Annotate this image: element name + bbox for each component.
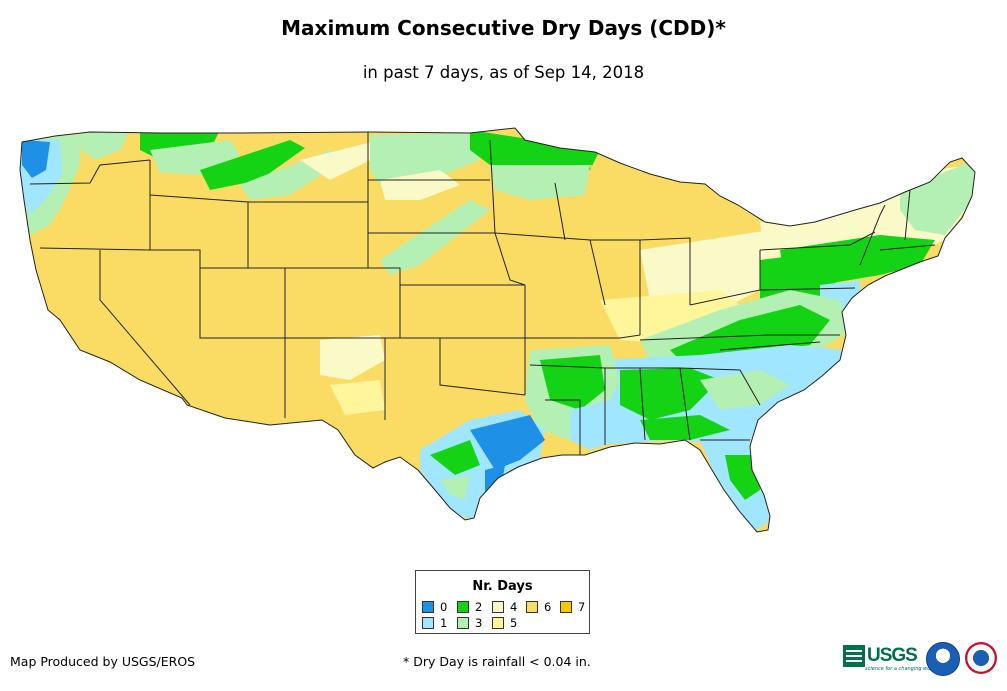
legend-item-0: 0 [422, 600, 447, 614]
legend-item-4: 4 [492, 600, 517, 614]
legend-title: Nr. Days [472, 579, 533, 594]
legend-swatch [457, 601, 469, 613]
legend-swatch [422, 617, 434, 629]
legend-label: 7 [578, 600, 586, 614]
dry-day-note: * Dry Day is rainfall < 0.04 in. [403, 654, 591, 669]
nws-logo-icon [965, 642, 997, 674]
legend-label: 5 [510, 616, 518, 630]
legend-swatch [492, 617, 504, 629]
map-subtitle: in past 7 days, as of Sep 14, 2018 [362, 63, 645, 82]
legend-swatch [422, 601, 434, 613]
legend-label: 6 [544, 600, 552, 614]
legend-swatch [560, 601, 572, 613]
legend-label: 1 [440, 616, 448, 630]
us-dry-days-map [19, 127, 976, 533]
legend-swatch [457, 617, 469, 629]
legend-label: 0 [440, 600, 448, 614]
usgs-wordmark: USGS [867, 645, 918, 666]
legend-item-6: 6 [526, 600, 551, 614]
noaa-logo-icon [926, 642, 960, 676]
usgs-tagline: science for a changing world [865, 666, 937, 672]
legend-item-3: 3 [457, 616, 482, 630]
legend-swatch [526, 601, 538, 613]
state-borders [19, 127, 976, 533]
map-title: Maximum Consecutive Dry Days (CDD)* [281, 16, 726, 40]
legend-label: 3 [475, 616, 483, 630]
legend-item-2: 2 [457, 600, 482, 614]
legend-swatch [492, 601, 504, 613]
legend-label: 4 [510, 600, 518, 614]
legend-item-5: 5 [492, 616, 517, 630]
legend-item-7: 7 [560, 600, 585, 614]
legend-item-1: 1 [422, 616, 447, 630]
legend-label: 2 [475, 600, 483, 614]
usgs-wave-icon [843, 645, 865, 667]
usgs-logo: USGS science for a changing world [843, 643, 937, 672]
credit-text: Map Produced by USGS/EROS [10, 654, 196, 669]
